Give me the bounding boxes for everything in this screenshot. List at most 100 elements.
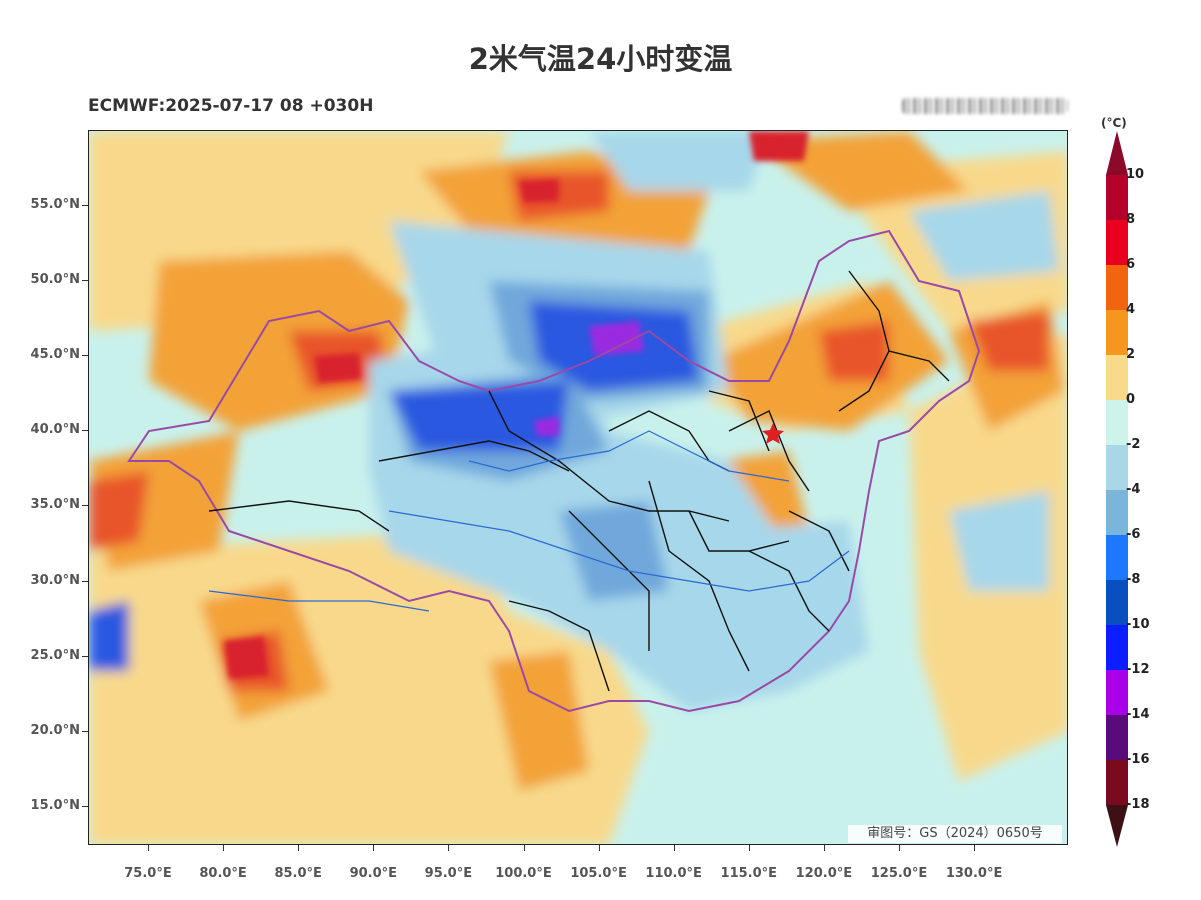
blurred-timestamp [902, 98, 1068, 114]
cool-zone-far-north [589, 131, 769, 191]
lat-tick-label: 45.0°N [30, 347, 80, 363]
lat-tick-mark [82, 730, 88, 732]
lat-tick-mark [82, 205, 88, 206]
lon-tick-label: 80.0°E [199, 866, 247, 881]
lat-tick-mark [82, 805, 88, 807]
cool-zone-east-sea [949, 491, 1049, 591]
colorbar-tick-label: -2 [1126, 437, 1141, 452]
colorbar-unit: (°C) [1101, 116, 1127, 130]
colorbar-segment [1106, 175, 1128, 220]
lat-tick-label: 30.0°N [30, 572, 80, 588]
warm-core-northeast [819, 321, 889, 381]
lat-tick-label: 25.0°N [30, 647, 80, 663]
lat-tick-mark [82, 280, 88, 282]
colorbar-tick-label: -8 [1126, 572, 1141, 587]
colorbar-tick-label: -12 [1126, 662, 1150, 677]
lon-tick-mark [899, 845, 900, 851]
lon-tick-mark [223, 845, 225, 851]
warm-core-xinjiang [89, 471, 149, 551]
model-run-label: ECMWF:2025-07-17 08 +030H [88, 96, 374, 116]
beijing-marker [762, 423, 784, 444]
lon-tick-mark [974, 845, 976, 851]
cold-core-gansu [389, 381, 569, 451]
lon-tick-mark [148, 845, 149, 851]
lat-tick-label: 50.0°N [30, 272, 80, 288]
colorbar-under-triangle [1106, 805, 1128, 847]
warm-zone-yunnan [489, 651, 589, 791]
lon-tick-mark [748, 845, 750, 851]
colorbar-tick-label: 4 [1126, 302, 1136, 317]
lon-tick-label: 90.0°E [349, 866, 398, 881]
hot-core-russia [749, 131, 809, 161]
colorbar-tick-label: 6 [1126, 257, 1136, 272]
lon-tick-label: 115.0°E [720, 866, 778, 881]
lat-tick-label: 40.0°N [30, 422, 80, 438]
very-cold-core-mongolia [589, 321, 644, 356]
lat-tick-mark [82, 355, 88, 357]
colorbar-tick-label: -18 [1126, 797, 1150, 812]
lon-tick-label: 120.0°E [795, 866, 853, 881]
colorbar-tick-label: -6 [1126, 527, 1141, 542]
hot-core-kazakhstan [314, 353, 361, 383]
lat-tick-mark [82, 580, 88, 582]
colorbar-tick-label: -14 [1126, 707, 1150, 722]
lat-tick-label: 20.0°N [30, 722, 80, 738]
colorbar-segment [1106, 625, 1128, 670]
map-title: 2米气温24小时变温 [468, 42, 733, 76]
colorbar-tick-label: 10 [1126, 167, 1145, 182]
colorbar-tick-label: -10 [1126, 617, 1150, 632]
colorbar-tick-label: 0 [1126, 392, 1136, 407]
hot-core-siberia [519, 179, 559, 203]
colorbar-tick-label: 2 [1126, 347, 1136, 362]
lon-tick-label: 75.0°E [124, 866, 172, 881]
lat-tick-label: 15.0°N [30, 797, 80, 813]
lon-tick-mark [448, 845, 450, 851]
lon-tick-mark [673, 845, 675, 851]
temperature-map[interactable] [88, 130, 1068, 845]
hot-core-tibet-south [224, 636, 269, 679]
cold-core-india [89, 601, 129, 671]
lon-tick-mark [523, 845, 525, 851]
lat-tick-label: 55.0°N [30, 197, 80, 212]
map-approval-number: 审图号：GS（2024）0650号 [848, 825, 1062, 843]
national-border [127, 229, 981, 713]
lon-tick-label: 95.0°E [424, 866, 473, 881]
cool-mid-sichuan [559, 501, 669, 601]
lon-tick-mark [823, 845, 825, 851]
colorbar-tick-label: 8 [1126, 212, 1136, 227]
colorbar-segment [1106, 715, 1128, 760]
temperature-field [89, 131, 1067, 844]
rivers [208, 430, 850, 612]
lon-tick-mark [373, 845, 375, 851]
lon-tick-label: 125.0°E [870, 866, 928, 881]
colorbar-segment [1106, 265, 1128, 310]
colorbar [1106, 131, 1128, 847]
colorbar-segment [1106, 445, 1128, 490]
lon-tick-label: 105.0°E [570, 866, 627, 881]
very-cold-core-gansu [534, 416, 559, 436]
colorbar-segment [1106, 400, 1128, 445]
colorbar-segment [1106, 580, 1128, 625]
cool-zone-north [909, 191, 1059, 281]
lon-tick-label: 85.0°E [274, 866, 322, 881]
lon-tick-label: 100.0°E [495, 866, 552, 881]
colorbar-tick-label: -16 [1126, 752, 1150, 767]
colorbar-segment [1106, 760, 1128, 805]
extreme-cores [224, 131, 809, 679]
lat-tick-mark [82, 430, 88, 432]
colorbar-segment [1106, 490, 1128, 535]
colorbar-tick-label: -4 [1126, 482, 1141, 497]
lat-tick-mark [82, 505, 88, 507]
map-canvas [89, 131, 1067, 844]
lon-tick-mark [298, 845, 300, 851]
warm-core-heilongjiang [969, 311, 1049, 371]
lat-tick-mark [82, 655, 88, 657]
colorbar-segment [1106, 220, 1128, 265]
lon-tick-label: 130.0°E [945, 866, 1003, 881]
colorbar-over-triangle [1106, 131, 1128, 175]
cool-zone-southeast [729, 521, 869, 691]
colorbar-segment [1106, 310, 1128, 355]
lon-tick-label: 110.0°E [645, 866, 702, 881]
colorbar-segment [1106, 355, 1128, 400]
colorbar-segment [1106, 535, 1128, 580]
